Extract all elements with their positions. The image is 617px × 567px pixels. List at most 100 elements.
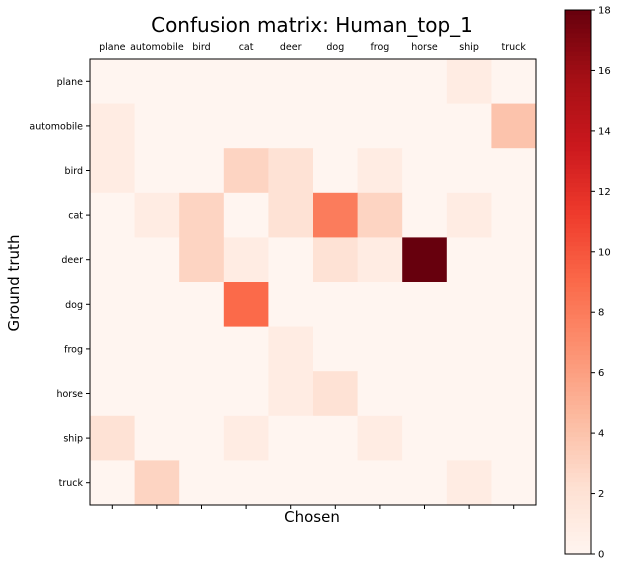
heatmap-cell-frog-horse [402,326,448,372]
heatmap-cell-truck-horse [402,460,448,506]
colorbar-segment [565,87,591,93]
heatmap-cell-dog-plane [90,282,136,328]
heatmap-cell-horse-cat [223,371,269,417]
colorbar-segment [565,286,591,292]
colorbar-tick-label: 8 [598,308,604,319]
x-tick-label-automobile: automobile [130,42,184,53]
x-tick-label-ship: ship [459,42,479,53]
colorbar-segment [565,340,591,347]
colorbar-segment [565,499,591,505]
colorbar-segment [565,404,591,410]
colorbar-segment [565,146,591,152]
colorbar-segment [565,408,591,415]
colorbar-segment [565,540,591,546]
heatmap-cell-bird-bird [179,148,225,194]
colorbar-segment [565,368,591,374]
heatmap-cell-bird-dog [313,148,359,194]
heatmap-cell-horse-ship [446,371,492,417]
colorbar-segment [565,504,591,510]
heatmap-cell-automobile-automobile [134,103,180,149]
x-tick-label-truck: truck [502,42,527,53]
colorbar-segment [565,245,591,251]
heatmap-cell-truck-truck [491,460,537,506]
heatmap-cell-bird-horse [402,148,448,194]
heatmap-cell-cat-truck [491,192,537,238]
colorbar-segment [565,467,591,473]
heatmap-cell-cat-automobile [134,192,180,238]
x-tick-label-bird: bird [192,42,210,53]
colorbar-segment [565,390,591,396]
colorbar-tick-label: 18 [598,6,611,17]
heatmap-cell-horse-bird [179,371,225,417]
heatmap-cell-cat-horse [402,192,448,238]
heatmap-cell-deer-ship [446,237,492,283]
colorbar-segment [565,458,591,464]
colorbar-tick-label: 6 [598,368,604,379]
colorbar-segment [565,96,591,102]
heatmap-cell-cat-cat [223,192,269,238]
heatmap-cell-dog-dog [313,282,359,328]
colorbar-segment [565,82,591,88]
heatmap-cell-plane-deer [268,59,314,105]
x-tick-label-frog: frog [370,42,389,53]
colorbar-segment [565,173,591,179]
heatmap-cell-frog-ship [446,326,492,372]
colorbar-segment [565,277,591,283]
heatmap-cell-ship-deer [268,415,314,461]
y-tick-label-frog: frog [64,344,83,355]
y-tick-label-truck: truck [59,478,84,489]
x-tick-group: plane automobile bird cat deer dog frog horse sh… [99,42,526,509]
colorbar-segment [565,218,591,224]
heatmap-cell-deer-plane [90,237,136,283]
colorbar-segment [565,91,591,97]
colorbar-segment [565,209,591,215]
colorbar-segment [565,259,591,265]
colorbar-segment [565,232,591,238]
heatmap-cell-bird-automobile [134,148,180,194]
colorbar-segment [565,327,591,333]
y-tick-group: plane automobile bird cat deer dog frog horse sh… [29,77,90,489]
heatmap-cell-ship-automobile [134,415,180,461]
colorbar-segment [565,10,591,16]
colorbar-segment [565,109,591,115]
heatmap-cell-plane-bird [179,59,225,105]
colorbar-segment [565,395,591,401]
heatmap-cell-frog-plane [90,326,136,372]
chart-title: Confusion matrix: Human_top_1 [151,13,473,37]
heatmap-cell-plane-dog [313,59,359,105]
colorbar-segment [565,227,591,233]
heatmap-cell-automobile-horse [402,103,448,149]
heatmap-cell-deer-truck [491,237,537,283]
heatmap-cell-bird-ship [446,148,492,194]
colorbar-segment [565,535,591,541]
colorbar-segment [565,59,591,65]
colorbar-segment [565,449,591,455]
colorbar-tick-label: 16 [598,66,611,77]
colorbar-segment [565,522,591,528]
colorbar-segment [565,41,591,47]
colorbar-segment [565,73,591,79]
colorbar-segment [565,422,591,428]
colorbar-segment [565,476,591,483]
heatmap-cell-cat-ship [446,192,492,238]
colorbar-segment [565,282,591,288]
x-tick-label-horse: horse [411,42,438,53]
heatmap-cell-truck-cat [223,460,269,506]
colorbar-segment [565,46,591,52]
colorbar-segment [565,105,591,111]
heatmap-cell-dog-frog [357,282,403,328]
colorbar-segment [565,431,591,437]
heatmap-cell-truck-automobile [134,460,180,506]
heatmap-cell-ship-horse [402,415,448,461]
heatmap-cell-truck-bird [179,460,225,506]
heatmap-cell-automobile-dog [313,103,359,149]
heatmap-cell-plane-frog [357,59,403,105]
heatmap-cell-dog-cat [223,282,269,328]
y-tick-label-plane: plane [57,77,84,88]
colorbar-tick-label: 2 [598,489,604,500]
colorbar-segment [565,359,591,365]
heatmap-cell-automobile-truck [491,103,537,149]
colorbar-segment [565,436,591,442]
heatmap-cell-cat-bird [179,192,225,238]
heatmap-cell-bird-truck [491,148,537,194]
